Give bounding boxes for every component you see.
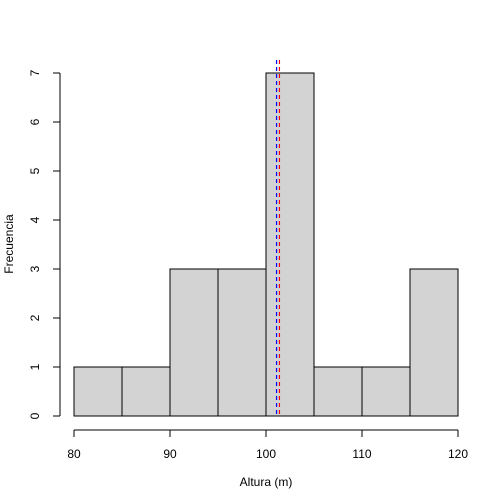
reference-lines-layer [275, 60, 281, 416]
y-axis: 0 1 2 3 4 5 6 7 [28, 69, 61, 419]
y-tick-label-1: 1 [28, 363, 42, 370]
x-tick-label-120: 120 [448, 447, 468, 461]
x-axis: 80 90 100 110 120 [67, 429, 468, 461]
x-tick-label-100: 100 [256, 447, 276, 461]
histogram-bar-3 [169, 268, 219, 417]
histogram-bar-6 [313, 366, 363, 417]
histogram-bar-7 [361, 366, 411, 417]
histogram-bar-8 [409, 268, 459, 417]
bars-layer [73, 72, 459, 417]
x-tick-label-90: 90 [163, 447, 177, 461]
y-tick-label-0: 0 [28, 412, 42, 419]
y-tick-label-5: 5 [28, 167, 42, 174]
histogram-bar-1 [73, 366, 123, 417]
x-tick-label-80: 80 [67, 447, 81, 461]
y-tick-label-3: 3 [28, 265, 42, 272]
y-tick-label-2: 2 [28, 314, 42, 321]
histogram-bar-2 [121, 366, 171, 417]
y-tick-label-7: 7 [28, 69, 42, 76]
x-axis-label: Altura (m) [240, 475, 293, 489]
y-tick-label-6: 6 [28, 118, 42, 125]
y-tick-label-4: 4 [28, 216, 42, 223]
y-axis-label: Frecuencia [2, 214, 16, 274]
x-tick-label-110: 110 [352, 447, 371, 461]
histogram-bar-4 [217, 268, 267, 417]
histogram-bar-5 [265, 72, 315, 417]
